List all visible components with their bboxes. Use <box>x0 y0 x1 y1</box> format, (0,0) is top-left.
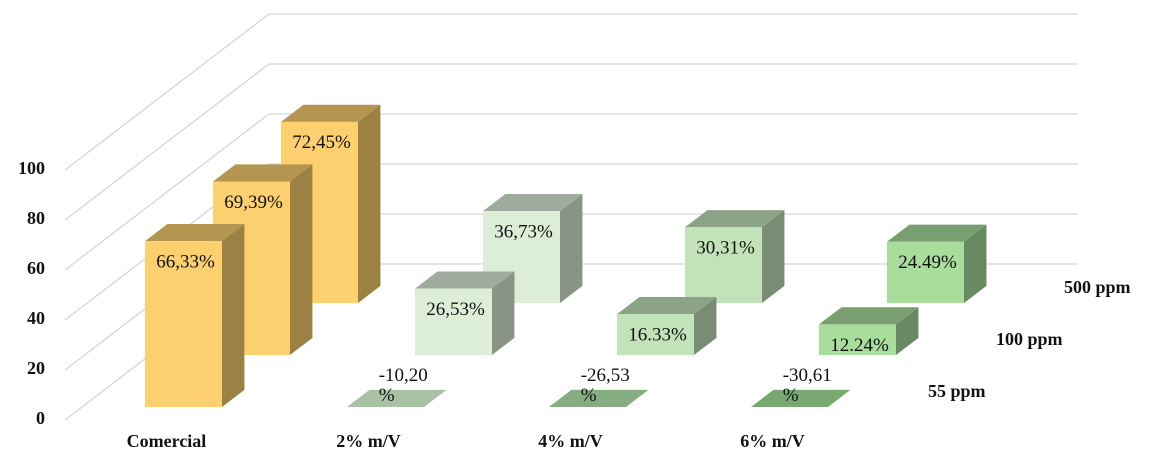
bar-tile <box>549 389 649 407</box>
value-label: 12.24% <box>830 335 889 356</box>
value-label: 16.33% <box>628 325 687 346</box>
bar-top <box>483 194 583 212</box>
x-tick-label: 4% m/V <box>538 431 603 451</box>
x-tick-label: Comercial <box>127 431 207 451</box>
y-tick-label: 100 <box>18 158 45 178</box>
bar-side <box>560 194 583 303</box>
value-label: -10,20 % <box>378 366 428 407</box>
bar-top <box>213 164 313 182</box>
bar-top <box>145 224 245 242</box>
grid-line <box>64 13 1078 171</box>
bar-side <box>762 210 785 303</box>
bar-top <box>819 307 919 325</box>
bar-front <box>145 241 222 407</box>
y-tick-label: 40 <box>27 308 45 328</box>
value-label: 66,33% <box>156 252 215 273</box>
y-tick-label: 0 <box>36 408 45 428</box>
bar-front <box>685 227 762 303</box>
grid-line <box>64 63 1078 221</box>
value-label: -26,53 % <box>580 366 630 407</box>
value-label: 69,39% <box>224 192 283 213</box>
bar-side <box>896 307 919 355</box>
value-label: -30,61 % <box>782 366 832 407</box>
bar-top <box>617 297 717 315</box>
bar <box>751 389 851 407</box>
x-tick-label: 6% m/V <box>740 431 805 451</box>
bar <box>685 210 785 303</box>
value-label-box: -26,53 % <box>580 366 630 407</box>
value-label: 36,73% <box>494 222 553 243</box>
bar <box>617 297 717 355</box>
grid-line <box>64 113 1078 271</box>
value-label-box: -10,20 % <box>378 366 428 407</box>
legend-label: 55 ppm <box>928 381 986 401</box>
bar-top <box>887 224 987 242</box>
bar-tile <box>751 389 851 407</box>
bar-top <box>281 104 381 122</box>
legend-label: 100 ppm <box>996 329 1063 349</box>
bar-side <box>964 224 987 303</box>
bar-side <box>492 271 515 355</box>
value-label: 26,53% <box>426 299 485 320</box>
bar-side <box>694 297 717 355</box>
bar <box>887 224 987 303</box>
y-tick-label: 80 <box>27 208 45 228</box>
bar-side <box>358 104 381 303</box>
bar-tile <box>347 389 447 407</box>
bar <box>549 389 649 407</box>
bar-front <box>887 241 964 303</box>
y-tick-label: 60 <box>27 258 45 278</box>
value-label: 30,31% <box>696 238 755 259</box>
grid-line <box>64 163 1078 321</box>
bar-front <box>617 314 694 355</box>
value-label-box: -30,61 % <box>782 366 832 407</box>
bar <box>347 389 447 407</box>
bar <box>145 224 245 407</box>
bar-side <box>222 224 245 407</box>
x-tick-label: 2% m/V <box>336 431 401 451</box>
bar-side <box>290 164 313 355</box>
bar-top <box>685 210 785 228</box>
bar-front <box>819 324 896 355</box>
bar-top <box>415 271 515 289</box>
value-label: 72,45% <box>292 132 351 153</box>
bar <box>415 271 515 355</box>
legend-label: 500 ppm <box>1064 277 1131 297</box>
y-tick-label: 20 <box>27 358 45 378</box>
bar <box>819 307 919 355</box>
bar-front <box>415 288 492 355</box>
value-label: 24.49% <box>898 252 957 273</box>
